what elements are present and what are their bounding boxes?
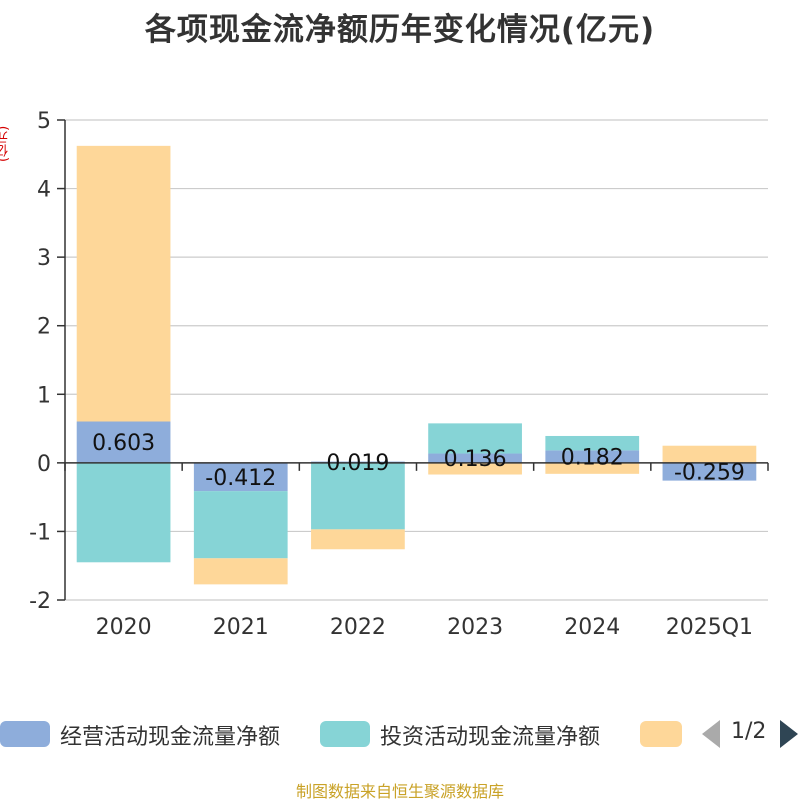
legend-label-investing: 投资活动现金流量净额 [380, 725, 601, 750]
data-label-2020: 0.603 [92, 431, 155, 456]
bar-3-2022 [311, 529, 405, 550]
legend-swatch-operating [0, 721, 50, 747]
legend-item-operating[interactable]: 经营活动现金流量净额 [0, 716, 310, 752]
legend-page-indicator: 1/2 [731, 719, 767, 744]
y-tick-label: 1 [37, 383, 51, 408]
data-label-2022: 0.019 [326, 451, 389, 476]
legend-next-icon[interactable] [780, 720, 798, 748]
bar-3-2020 [76, 145, 171, 422]
x-tick-label: 2025Q1 [666, 615, 753, 640]
y-tick-label: 0 [37, 452, 51, 477]
y-tick-label: -1 [29, 520, 51, 545]
bar-2-2021 [193, 491, 288, 559]
x-tick-label: 2024 [564, 615, 620, 640]
bar-2-2020 [76, 462, 171, 563]
data-label-2023: 0.136 [444, 447, 507, 472]
y-tick-label: 4 [37, 178, 51, 203]
bar-3-2021 [193, 558, 288, 585]
bar-3-2025Q1 [662, 445, 757, 463]
y-tick-label: 5 [37, 109, 51, 134]
legend-swatch-financing [640, 721, 682, 747]
chart-title: 各项现金流净额历年变化情况(亿元) [144, 12, 656, 48]
y-tick-label: 3 [37, 246, 51, 271]
bar-1-2020 [76, 421, 171, 463]
x-tick-label: 2022 [330, 615, 386, 640]
bar-2-2022 [311, 462, 405, 530]
legend-pager: 1/2 [700, 716, 800, 752]
y-tick-label: -2 [29, 589, 51, 614]
x-tick-label: 2023 [447, 615, 503, 640]
bar-3-2023 [428, 462, 522, 475]
legend: 经营活动现金流量净额 投资活动现金流量净额 1/2 [0, 716, 800, 756]
x-tick-label: 2021 [213, 615, 269, 640]
data-label-2024: 0.182 [561, 446, 624, 471]
chart-plot: -2 -1 0 1 2 3 4 5 2020 2021 2022 2023 2024 2025Q1 0.60… [29, 109, 769, 640]
bar-1-2025Q1 [662, 462, 757, 481]
x-tick-label: 2020 [96, 615, 152, 640]
bar-1-2021 [193, 462, 288, 492]
bar-1-2024 [545, 450, 640, 463]
bar-3-2024 [545, 462, 640, 474]
bar-2-2023 [428, 423, 522, 454]
legend-prev-icon[interactable] [702, 720, 720, 748]
data-source: 制图数据来自恒生聚源数据库 [295, 782, 504, 801]
bar-2-2024 [545, 435, 640, 451]
legend-label-operating: 经营活动现金流量净额 [60, 725, 281, 750]
legend-item-investing[interactable]: 投资活动现金流量净额 [320, 716, 630, 752]
bar-1-2023 [428, 453, 522, 463]
data-label-2021: -0.412 [205, 466, 276, 491]
legend-swatch-investing [320, 721, 370, 747]
data-label-2025Q1: -0.259 [674, 461, 745, 486]
legend-item-financing[interactable] [640, 716, 696, 752]
y-tick-label: 2 [37, 315, 51, 340]
